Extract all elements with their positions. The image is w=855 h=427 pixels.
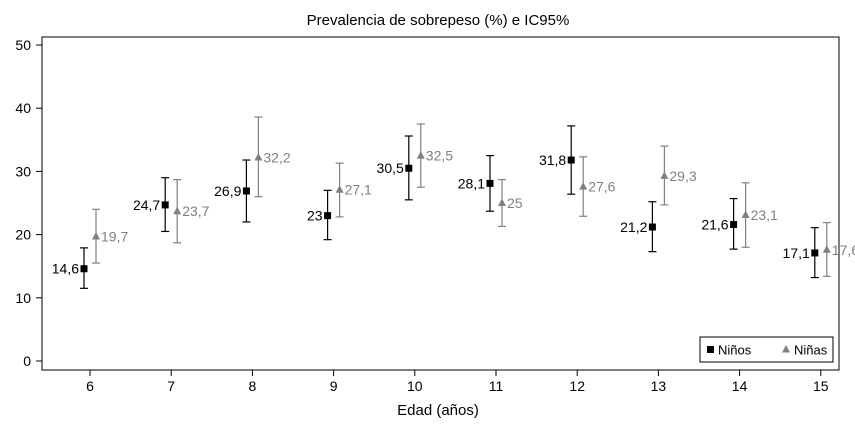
point-marker [811, 249, 819, 257]
plot-area [41, 36, 840, 371]
data-label: 32,2 [263, 149, 290, 165]
legend: Niños Niñas [699, 336, 834, 363]
data-label: 23,7 [182, 203, 209, 219]
y-axis: 0 10 20 30 40 50 [15, 37, 42, 369]
x-tick-label: 10 [407, 378, 423, 394]
y-tick-label: 0 [23, 353, 31, 369]
data-label: 27,6 [588, 179, 615, 195]
data-label: 14,6 [52, 261, 79, 277]
data-label: 21,2 [620, 219, 647, 235]
data-label: 21,6 [701, 216, 728, 232]
point-marker [173, 206, 182, 215]
legend-marker-ninos [707, 346, 714, 353]
point-marker [730, 220, 738, 228]
series-ninos: 14,6 24,7 26,9 23 30,5 28,1 31,8 21,2 21,6 17,1 [52, 125, 819, 289]
chart-title: Prevalencia de sobrepeso (%) e IC95% [307, 12, 570, 29]
point-marker [161, 201, 169, 209]
x-tick-label: 11 [489, 378, 504, 394]
point-marker [416, 151, 425, 159]
x-axis-title: Edad (años) [397, 402, 479, 419]
data-label: 31,8 [539, 152, 566, 168]
data-label: 17,1 [783, 245, 810, 261]
data-label: 28,1 [458, 175, 485, 191]
data-label: 19,7 [101, 228, 128, 244]
point-marker [567, 156, 575, 164]
legend-label-ninas: Niñas [794, 343, 828, 358]
x-tick-label: 14 [732, 378, 748, 394]
legend-box [699, 336, 834, 363]
point-marker [254, 152, 263, 161]
y-tick-label: 30 [15, 163, 31, 179]
point-marker [80, 265, 88, 273]
point-marker [648, 223, 656, 231]
data-label: 30,5 [377, 160, 404, 176]
series-ninas: 19,7 23,7 32,2 27,1 32,5 25 27,6 29,3 23,1 17,6 [92, 116, 855, 277]
data-label: 25 [507, 195, 523, 211]
data-label: 24,7 [133, 197, 160, 213]
point-marker [92, 231, 100, 240]
x-tick-label: 13 [651, 378, 667, 394]
point-marker [498, 198, 506, 206]
point-marker [486, 179, 494, 187]
x-tick-label: 6 [86, 378, 94, 394]
x-tick-label: 15 [813, 378, 829, 394]
point-marker [324, 212, 332, 220]
y-tick-label: 20 [15, 227, 31, 243]
data-label: 17,6 [832, 242, 855, 258]
point-marker [405, 164, 413, 172]
point-marker [335, 185, 344, 193]
data-label: 32,5 [426, 148, 453, 164]
legend-marker-ninas [782, 345, 790, 353]
x-tick-label: 8 [249, 378, 257, 394]
point-marker [660, 171, 669, 179]
data-label: 23,1 [751, 207, 778, 223]
y-tick-label: 40 [15, 100, 31, 116]
data-label: 26,9 [214, 183, 241, 199]
legend-label-ninos: Niños [718, 343, 752, 358]
point-marker [822, 245, 831, 253]
x-tick-label: 7 [167, 378, 175, 394]
data-label: 27,1 [345, 182, 372, 198]
point-marker [579, 182, 588, 190]
data-label: 23 [307, 208, 323, 224]
point-marker [242, 187, 250, 195]
point-marker [741, 210, 750, 219]
y-tick-label: 10 [15, 290, 31, 306]
x-tick-label: 9 [330, 378, 338, 394]
y-tick-label: 50 [15, 37, 31, 53]
x-tick-label: 12 [569, 378, 585, 394]
data-label: 29,3 [669, 168, 696, 184]
x-axis: 6 7 8 9 10 11 12 13 14 15 [86, 370, 829, 394]
